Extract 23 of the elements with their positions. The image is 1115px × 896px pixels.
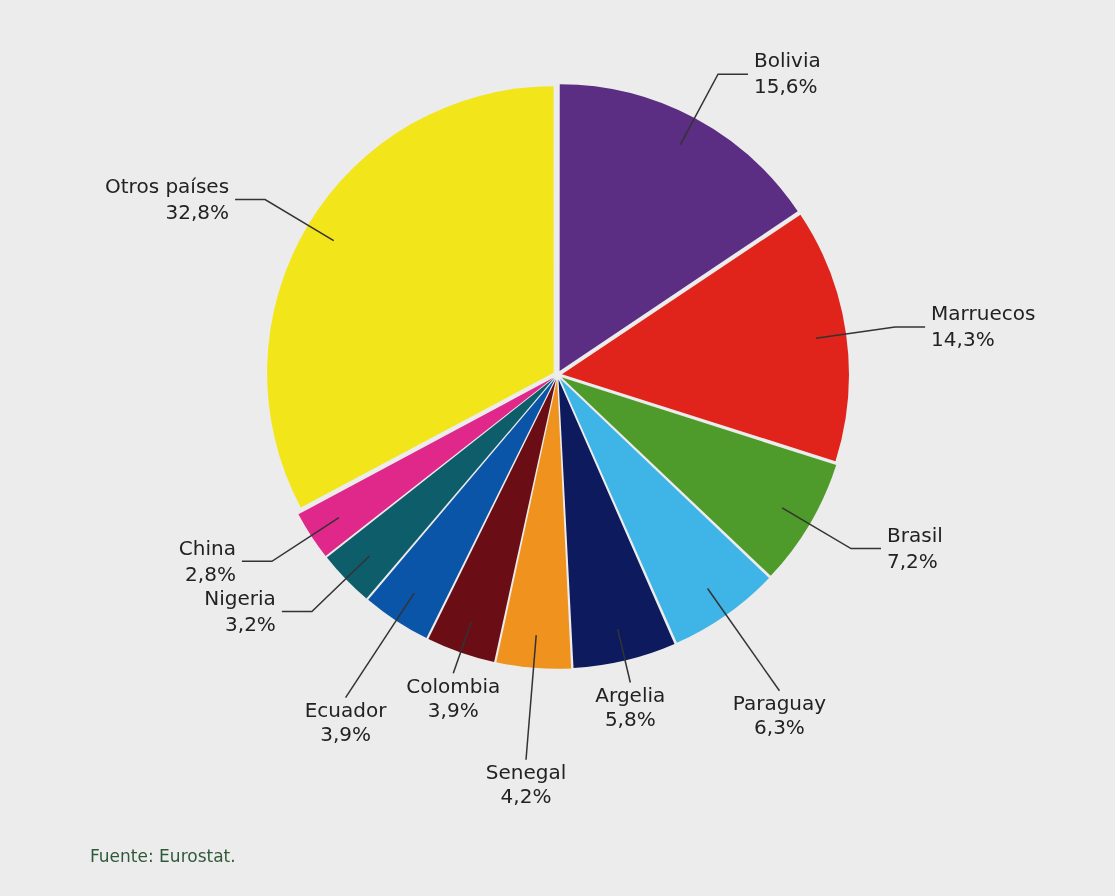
data-label: 15,6% — [754, 74, 818, 99]
slice-label: Otros países — [105, 173, 230, 198]
data-label: 5,8% — [604, 706, 656, 731]
slice-label: Paraguay — [732, 691, 827, 716]
slice-label: Argelia — [595, 682, 666, 707]
data-label: 7,2% — [887, 548, 938, 573]
data-label: 4,2% — [500, 783, 552, 808]
source-note: Fuente: Eurostat. — [90, 846, 236, 866]
data-label: 2,8% — [185, 561, 236, 586]
data-label: 32,8% — [165, 199, 230, 224]
slice-label: Senegal — [485, 759, 567, 784]
slice-label: Brasil — [887, 522, 943, 547]
data-label: 3,9% — [427, 697, 479, 722]
slice-label: China — [178, 535, 236, 560]
data-label: 3,2% — [225, 611, 276, 636]
data-label: 6,3% — [754, 715, 805, 740]
data-label: 14,3% — [931, 327, 995, 352]
slice-label: Ecuador — [304, 697, 388, 722]
slice-label: Nigeria — [204, 585, 276, 610]
slice-label: Marruecos — [931, 301, 1036, 326]
slice-label: Bolivia — [754, 48, 821, 73]
slice-label: Colombia — [406, 673, 501, 698]
data-label: 3,9% — [320, 721, 371, 746]
